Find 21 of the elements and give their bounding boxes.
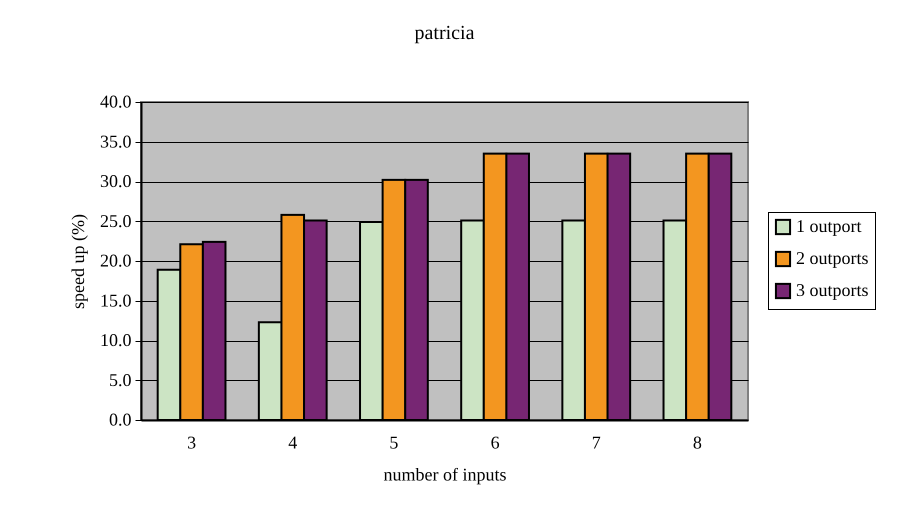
x-tick-label: 7: [592, 432, 601, 452]
legend-label: 1 outport: [796, 216, 862, 236]
x-axis-title: number of inputs: [384, 464, 506, 484]
chart-title: patricia: [414, 22, 475, 44]
y-tick-label: 15.0: [100, 290, 132, 310]
y-axis-title: speed up (%): [68, 214, 88, 309]
x-tick-label: 4: [288, 432, 298, 452]
x-tick-label: 6: [490, 432, 500, 452]
legend-label: 3 outports: [796, 280, 869, 300]
y-tick-label: 30.0: [100, 171, 132, 191]
y-tick-label: 5.0: [109, 370, 132, 390]
y-tick-label: 10.0: [100, 330, 132, 350]
y-tick-label: 35.0: [100, 131, 132, 152]
y-tick-label: 0.0: [109, 410, 132, 430]
y-tick-label: 20.0: [100, 250, 132, 270]
legend-label: 2 outports: [796, 248, 869, 268]
x-tick-label: 5: [389, 432, 398, 452]
y-tick-label: 25.0: [100, 210, 132, 231]
x-tick-label: 3: [187, 432, 196, 452]
x-tick-label: 8: [692, 432, 702, 452]
y-tick-label: 40.0: [100, 92, 132, 112]
